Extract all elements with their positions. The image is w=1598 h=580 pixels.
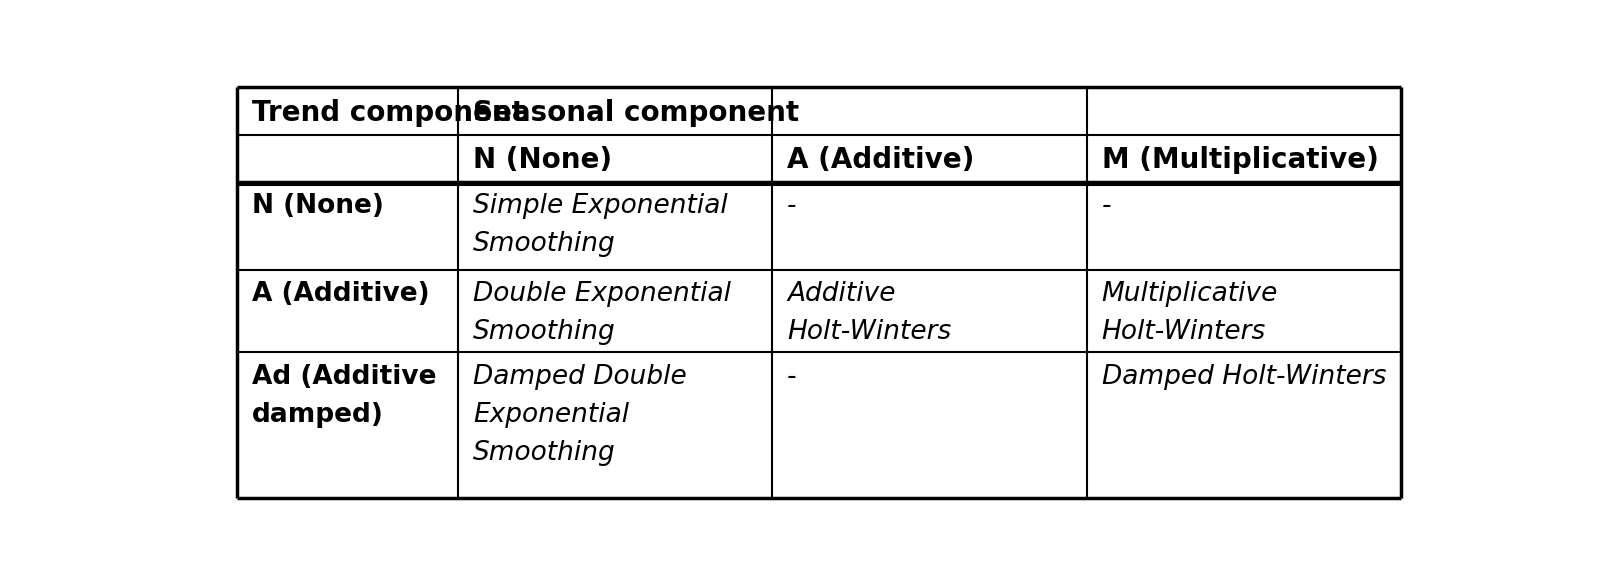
- Text: Additive
Holt-Winters: Additive Holt-Winters: [788, 281, 951, 346]
- Text: -: -: [1101, 193, 1111, 219]
- Text: Damped Holt-Winters: Damped Holt-Winters: [1101, 364, 1385, 390]
- Text: Simple Exponential
Smoothing: Simple Exponential Smoothing: [473, 193, 727, 257]
- Text: Seasonal component: Seasonal component: [473, 99, 799, 126]
- Text: M (Multiplicative): M (Multiplicative): [1101, 146, 1379, 174]
- Text: -: -: [788, 193, 797, 219]
- Text: Multiplicative
Holt-Winters: Multiplicative Holt-Winters: [1101, 281, 1278, 346]
- Text: -: -: [788, 364, 797, 390]
- Text: Damped Double
Exponential
Smoothing: Damped Double Exponential Smoothing: [473, 364, 687, 466]
- Text: A (Additive): A (Additive): [252, 281, 430, 307]
- Text: N (None): N (None): [252, 193, 384, 219]
- Text: Double Exponential
Smoothing: Double Exponential Smoothing: [473, 281, 730, 346]
- Text: Ad (Additive
damped): Ad (Additive damped): [252, 364, 436, 427]
- Text: N (None): N (None): [473, 146, 612, 174]
- Text: Trend component: Trend component: [252, 99, 524, 126]
- Text: A (Additive): A (Additive): [788, 146, 975, 174]
